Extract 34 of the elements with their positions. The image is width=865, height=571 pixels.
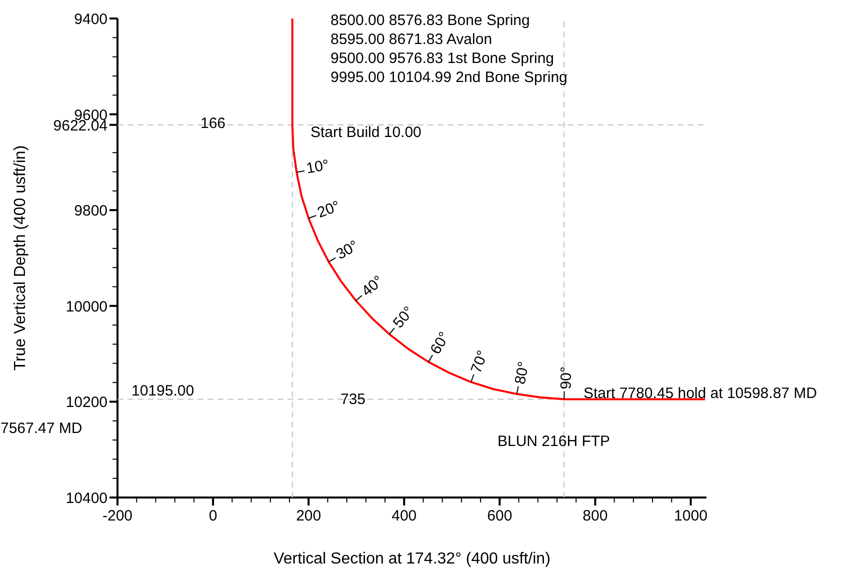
- annotation: Start Build 10.00: [310, 124, 422, 141]
- annotation: 8595.00 8671.83 Avalon: [330, 31, 492, 48]
- y-tick-label: 10400: [66, 490, 108, 507]
- x-tick-label: 400: [392, 508, 417, 524]
- annotation: 9500.00 9576.83 1st Bone Spring: [330, 50, 554, 67]
- annotation: 166: [200, 115, 226, 132]
- annotation: 9995.00 10104.99 2nd Bone Spring: [330, 69, 568, 86]
- y-axis-title: True Vertical Depth (400 usft/in): [12, 145, 29, 371]
- annotation: 50°: [390, 303, 418, 332]
- x-tick-label: 0: [208, 508, 218, 524]
- annotation: 60°: [427, 329, 454, 358]
- x-tick-label: 800: [582, 508, 608, 524]
- x-axis-title: Vertical Section at 174.32° (400 usft/in): [274, 550, 550, 568]
- text: 7567.47 MD: [0, 420, 82, 437]
- annotation: 70°: [468, 348, 492, 376]
- annotation: Start 7780.45 hold at 10598.87 MD: [584, 385, 818, 402]
- annotation: 40°: [358, 272, 387, 300]
- annotation: 90°: [558, 366, 576, 390]
- x-tick-label: 1000: [674, 508, 708, 524]
- annotation: 80°: [512, 360, 533, 386]
- annotation: 10°: [305, 156, 330, 178]
- annotation: BLUN 216H FTP: [498, 433, 610, 450]
- annotation: 735: [340, 391, 366, 408]
- y-tick-label: 10000: [66, 298, 108, 316]
- annotation: 8500.00 8576.83 Bone Spring: [330, 12, 530, 29]
- annotation: 20°: [315, 198, 342, 222]
- x-tick-label: 200: [296, 508, 322, 524]
- ref-line-label: 10195.00: [132, 382, 194, 400]
- annotation: 30°: [333, 237, 362, 264]
- y-tick-label: 9800: [74, 202, 108, 220]
- x-tick-label: -200: [102, 508, 133, 524]
- y-tick-label: 9400: [74, 11, 108, 28]
- y-tick-label: 10200: [66, 394, 108, 412]
- x-tick-label: 600: [487, 508, 512, 524]
